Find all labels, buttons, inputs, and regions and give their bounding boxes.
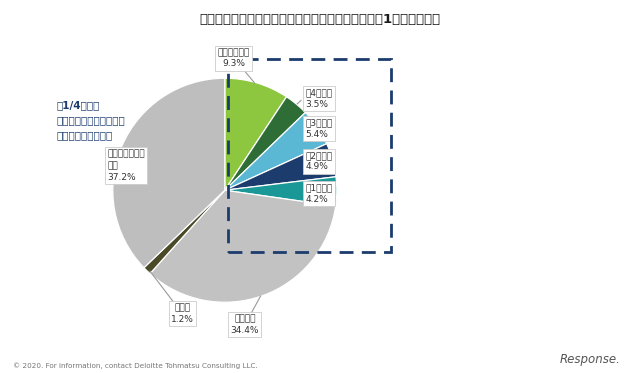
Wedge shape <box>225 113 326 190</box>
Wedge shape <box>150 190 335 302</box>
Wedge shape <box>225 97 305 190</box>
Text: 増える
1.2%: 増える 1.2% <box>171 303 194 324</box>
Text: 約3割減る
5.4%: 約3割減る 5.4% <box>305 118 333 139</box>
Text: 約1割減る
4.2%: 約1割減る 4.2% <box>305 184 333 204</box>
Text: © 2020. For information, contact Deloitte Tohmatsu Consulting LLC.: © 2020. For information, contact Deloitt… <box>13 362 257 369</box>
Wedge shape <box>225 78 287 190</box>
Text: 約2割減る
4.9%: 約2割減る 4.9% <box>305 151 333 171</box>
Wedge shape <box>113 78 225 268</box>
Text: 変化なし
34.4%: 変化なし 34.4% <box>230 314 259 335</box>
Wedge shape <box>225 144 336 190</box>
Wedge shape <box>144 190 225 273</box>
Text: 約4割減る
3.5%: 約4割減る 3.5% <box>305 88 333 109</box>
Text: Response.: Response. <box>560 353 621 366</box>
Text: 約1/4が今後
リモートワークにより、
通勤を減らすと回答: 約1/4が今後 リモートワークにより、 通勤を減らすと回答 <box>57 101 125 140</box>
Text: 半分以上減る
9.3%: 半分以上減る 9.3% <box>218 48 250 68</box>
Text: リモートワークによる通勤目的の外出頻度の変化（1年後の想定）: リモートワークによる通勤目的の外出頻度の変化（1年後の想定） <box>200 13 440 26</box>
Text: 分からない・そ
の他
37.2%: 分からない・そ の他 37.2% <box>107 150 145 182</box>
Wedge shape <box>225 177 337 206</box>
